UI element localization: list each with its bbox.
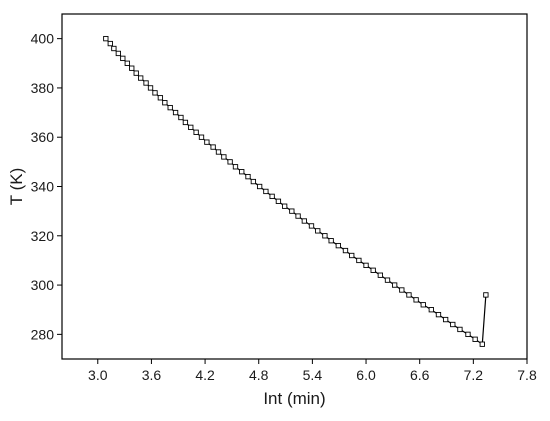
data-point [111, 45, 117, 52]
data-point [377, 272, 383, 278]
y-axis: 280 300 320 340 360 380 400 [31, 31, 62, 342]
data-point [301, 218, 307, 224]
data-point [129, 65, 135, 71]
y-tick-label: 400 [31, 31, 55, 47]
data-point [335, 242, 341, 249]
data-point [232, 164, 239, 170]
data-point [399, 287, 405, 293]
data-point [483, 292, 489, 298]
data-point [442, 316, 449, 323]
data-point [162, 100, 168, 106]
x-tick-label: 5.4 [303, 367, 323, 383]
data-point [450, 321, 456, 328]
data-point [435, 311, 442, 318]
data-point [275, 198, 282, 204]
data-point [215, 149, 222, 155]
data-point [342, 247, 349, 254]
data-point [167, 104, 173, 111]
data-point [182, 119, 189, 126]
data-point [245, 173, 251, 180]
data-point [363, 262, 369, 269]
data-point [349, 252, 355, 259]
data-point [193, 129, 199, 135]
x-tick-label: 3.6 [142, 367, 162, 383]
x-tick-label: 4.2 [195, 367, 215, 383]
data-point [143, 80, 149, 86]
data-point [250, 178, 257, 185]
data-point [120, 55, 126, 62]
data-point [198, 134, 205, 140]
y-tick-label: 320 [31, 228, 55, 244]
data-point [384, 277, 391, 283]
data-point [282, 203, 288, 209]
data-point [152, 90, 158, 96]
data-point [157, 95, 164, 101]
series-layer [103, 35, 489, 347]
data-point [315, 228, 321, 234]
x-axis-label: Int (min) [263, 389, 325, 408]
y-axis-label: T (K) [7, 168, 26, 205]
data-point [204, 139, 210, 145]
x-tick-label: 6.0 [356, 367, 376, 383]
data-point [295, 213, 301, 219]
data-point [239, 169, 245, 175]
data-point [420, 302, 426, 308]
data-point [308, 223, 315, 229]
x-tick-label: 4.8 [249, 367, 269, 383]
data-point [138, 75, 144, 81]
x-axis: 3.0 3.6 4.2 4.8 5.4 6.0 6.6 7.2 7.8 [88, 359, 537, 383]
data-point [322, 233, 328, 239]
data-point [227, 159, 233, 165]
data-point [269, 193, 275, 200]
series-line [105, 38, 487, 346]
y-tick-label: 280 [31, 326, 55, 342]
data-point [263, 188, 269, 195]
data-point [147, 85, 154, 91]
data-point [172, 109, 179, 116]
x-tick-label: 7.2 [464, 367, 484, 383]
x-tick-label: 7.8 [517, 367, 537, 383]
y-tick-label: 300 [31, 277, 55, 293]
x-tick-label: 3.0 [88, 367, 108, 383]
data-point [428, 307, 434, 313]
data-point [392, 282, 398, 288]
data-point [103, 35, 109, 42]
data-point [188, 124, 194, 131]
data-point [472, 336, 478, 342]
data-point [406, 292, 412, 298]
x-tick-label: 6.6 [410, 367, 430, 383]
data-point [370, 267, 376, 273]
data-point [289, 208, 295, 214]
data-point [178, 114, 184, 121]
data-point [328, 238, 334, 244]
data-point [115, 50, 121, 57]
data-point [457, 326, 463, 333]
data-point [256, 183, 263, 190]
data-point [413, 297, 419, 303]
data-point [479, 341, 485, 347]
data-point [133, 70, 139, 76]
y-tick-label: 380 [31, 80, 55, 96]
data-point [465, 331, 471, 338]
data-point [221, 154, 227, 160]
data-point [356, 257, 362, 264]
y-tick-label: 340 [31, 179, 55, 195]
data-point [107, 40, 113, 47]
data-point [210, 144, 216, 150]
y-tick-label: 360 [31, 129, 55, 145]
data-point [124, 60, 130, 66]
